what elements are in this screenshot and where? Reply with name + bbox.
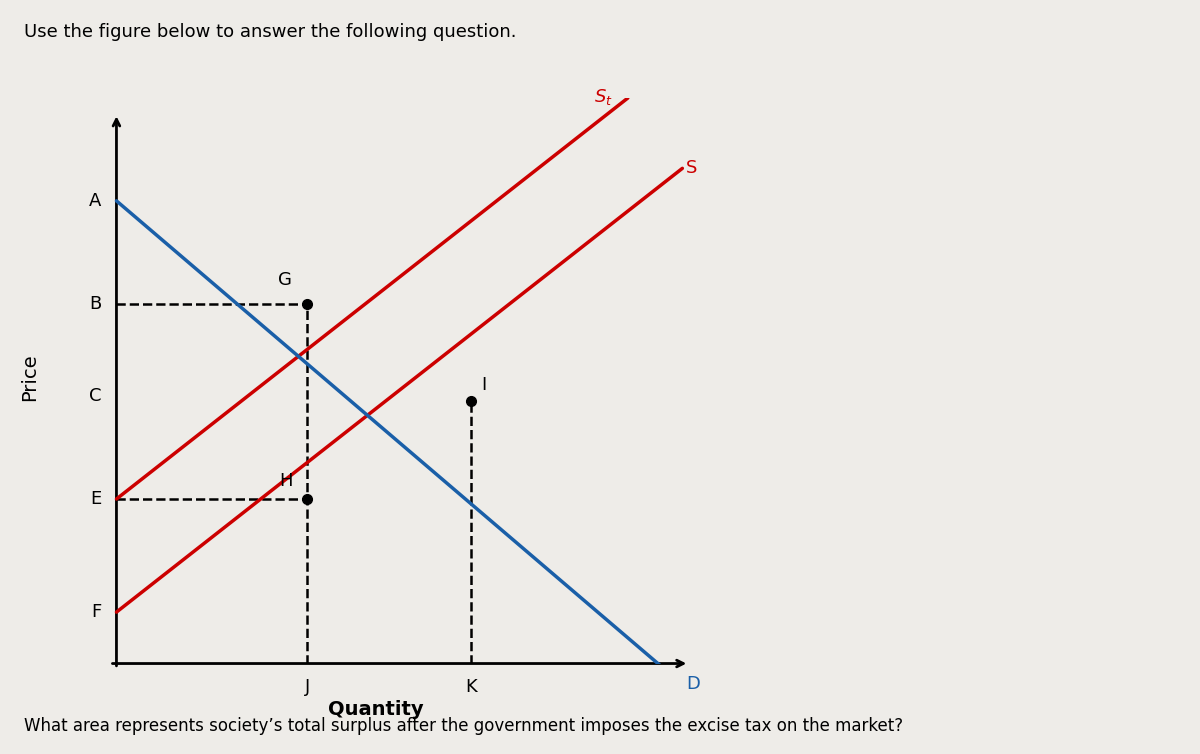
Text: G: G (278, 271, 293, 290)
Text: I: I (481, 375, 486, 394)
Text: B: B (89, 295, 102, 313)
Text: D: D (685, 676, 700, 694)
Text: K: K (466, 678, 476, 696)
Text: H: H (278, 472, 293, 490)
Text: E: E (90, 490, 102, 508)
Text: Quantity: Quantity (328, 700, 424, 719)
Text: Price: Price (20, 353, 40, 401)
Text: J: J (305, 678, 310, 696)
Text: Use the figure below to answer the following question.: Use the figure below to answer the follo… (24, 23, 516, 41)
Text: What area represents society’s total surplus after the government imposes the ex: What area represents society’s total sur… (24, 717, 904, 735)
Text: $S_t$: $S_t$ (594, 87, 612, 107)
Text: F: F (91, 603, 102, 621)
Text: C: C (89, 388, 102, 405)
Text: A: A (89, 192, 102, 210)
Text: S: S (685, 159, 697, 177)
